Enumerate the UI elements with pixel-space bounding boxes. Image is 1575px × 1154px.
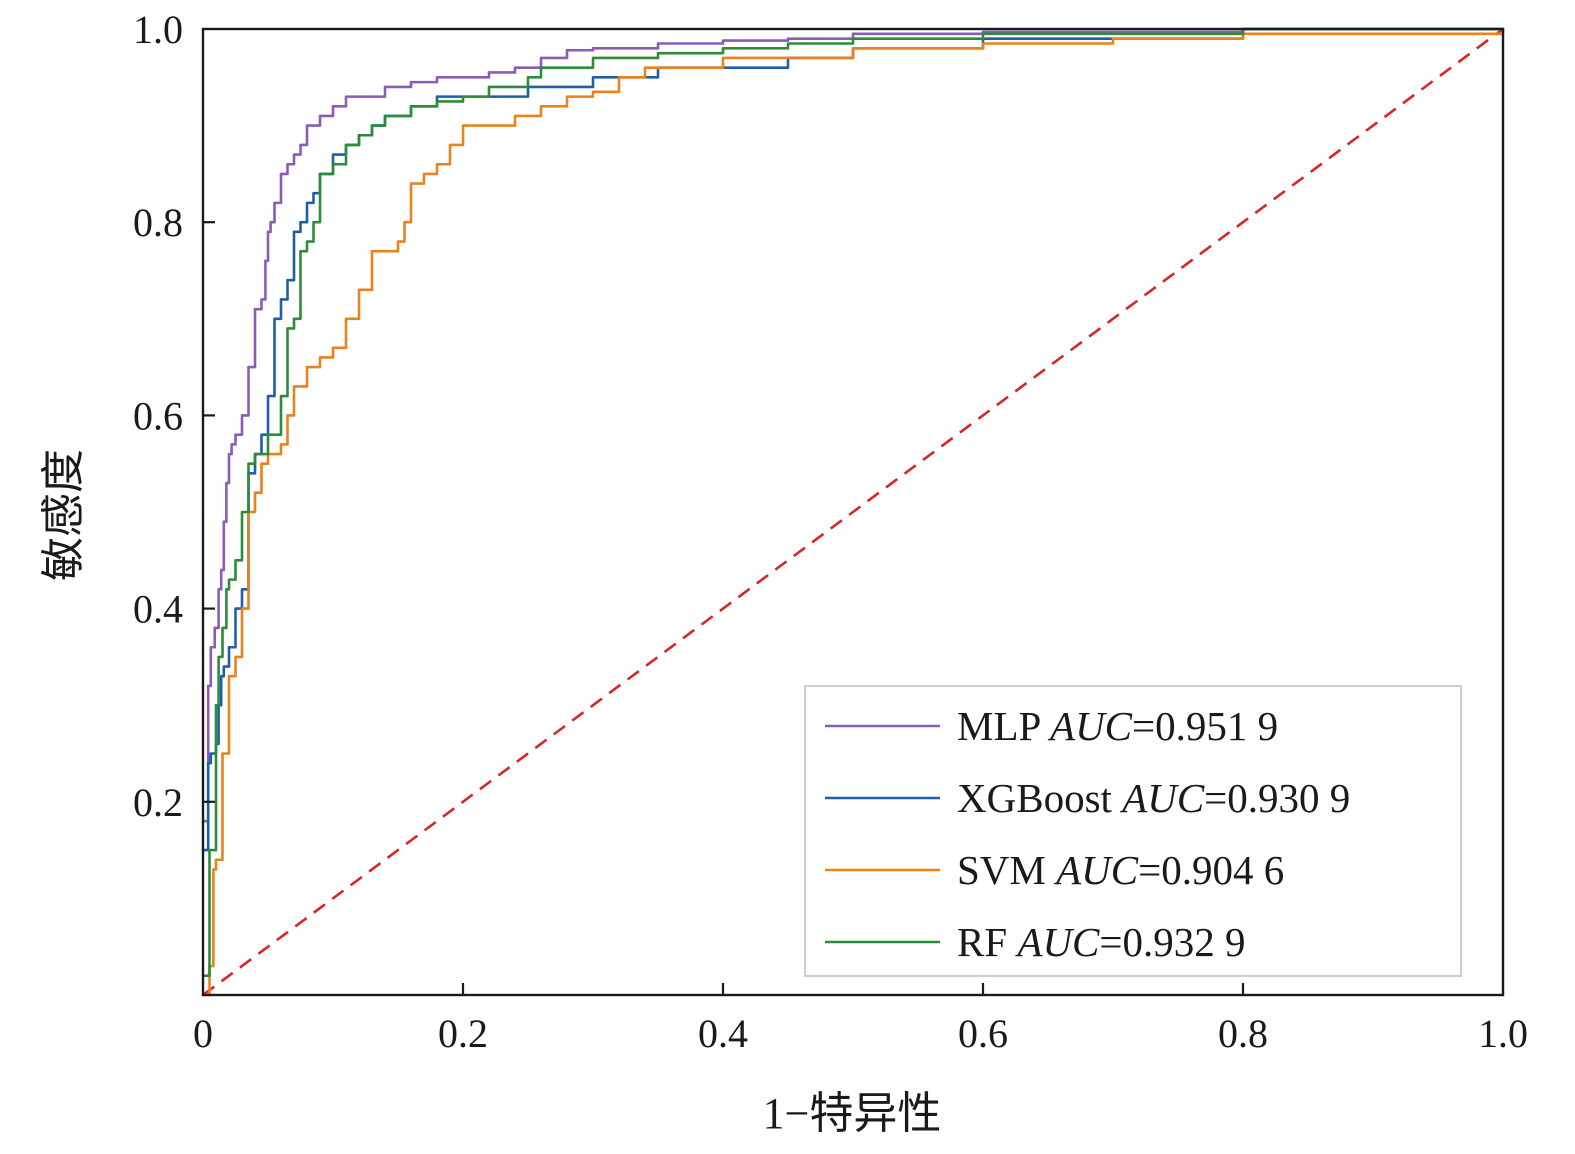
roc-curve-mlp [201, 27, 1505, 823]
x-tick-label: 0.2 [438, 1011, 488, 1056]
legend-label-xgboost: XGBoost AUC=0.930 9 [957, 775, 1350, 821]
roc-curve-xgboost [201, 27, 1505, 852]
y-tick-label: 0.4 [133, 587, 183, 632]
x-tick-label: 0.4 [698, 1011, 748, 1056]
roc-curve-rf [201, 27, 1505, 977]
x-tick-label: 0 [193, 1011, 213, 1056]
legend-box [804, 685, 1462, 977]
axes: 0 0.2 0.4 0.6 0.8 1.0 0.2 0.4 0.6 0.8 1.0 [133, 7, 1528, 1056]
y-tick-label: 0.2 [133, 780, 183, 825]
plot-frame [201, 27, 1505, 997]
plot-area [201, 27, 1505, 997]
y-tick-label: 0.8 [133, 200, 183, 245]
x-tick-label: 0.8 [1218, 1011, 1268, 1056]
y-tick-label: 0.6 [133, 393, 183, 438]
legend: MLP AUC=0.951 9 XGBoost AUC=0.930 9 SVM AU… [804, 685, 1462, 977]
y-tick-label: 1.0 [133, 7, 183, 52]
legend-label-mlp: MLP AUC=0.951 9 [957, 703, 1278, 749]
y-axis-label: 敏感度 [39, 449, 88, 581]
legend-label-svm: SVM AUC=0.904 6 [957, 847, 1284, 893]
reference-diagonal-line [202, 27, 1504, 997]
x-axis-label: 1−特异性 [763, 1089, 942, 1138]
x-tick-label: 1.0 [1478, 1011, 1528, 1056]
roc-curve-svm [201, 27, 1505, 997]
x-tick-label: 0.6 [958, 1011, 1008, 1056]
legend-label-rf: RF AUC=0.932 9 [957, 919, 1246, 965]
